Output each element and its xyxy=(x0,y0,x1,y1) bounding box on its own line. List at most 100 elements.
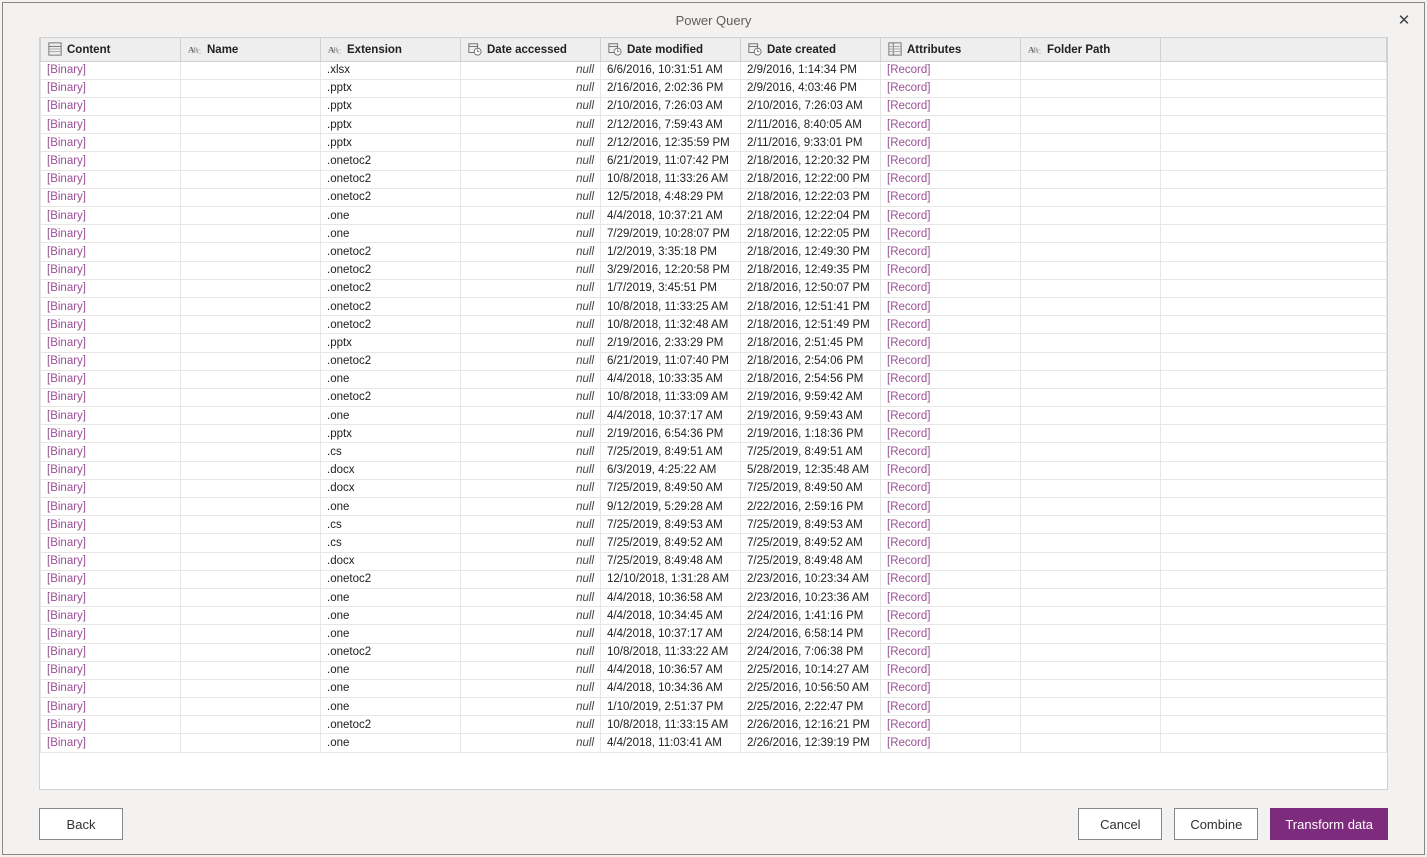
cell-content[interactable]: [Binary] xyxy=(41,116,181,134)
column-header-date_created[interactable]: Date created xyxy=(741,38,881,61)
cell-attributes[interactable]: [Record] xyxy=(881,316,1021,334)
table-row[interactable]: [Binary].pptxnull2/12/2016, 7:59:43 AM2/… xyxy=(41,116,1387,134)
cell-attributes[interactable]: [Record] xyxy=(881,570,1021,588)
cell-attributes[interactable]: [Record] xyxy=(881,170,1021,188)
cell-content[interactable]: [Binary] xyxy=(41,243,181,261)
cell-content[interactable]: [Binary] xyxy=(41,279,181,297)
table-row[interactable]: [Binary].onetoc2null12/10/2018, 1:31:28 … xyxy=(41,570,1387,588)
table-row[interactable]: [Binary].csnull7/25/2019, 8:49:51 AM7/25… xyxy=(41,443,1387,461)
table-row[interactable]: [Binary].onenull4/4/2018, 10:36:58 AM2/2… xyxy=(41,588,1387,606)
cell-attributes[interactable]: [Record] xyxy=(881,716,1021,734)
combine-button[interactable]: Combine xyxy=(1174,808,1258,840)
cell-attributes[interactable]: [Record] xyxy=(881,279,1021,297)
cell-attributes[interactable]: [Record] xyxy=(881,461,1021,479)
cell-attributes[interactable]: [Record] xyxy=(881,207,1021,225)
table-row[interactable]: [Binary].pptxnull2/19/2016, 6:54:36 PM2/… xyxy=(41,425,1387,443)
table-row[interactable]: [Binary].onetoc2null12/5/2018, 4:48:29 P… xyxy=(41,188,1387,206)
table-row[interactable]: [Binary].onenull4/4/2018, 10:37:17 AM2/1… xyxy=(41,407,1387,425)
cell-content[interactable]: [Binary] xyxy=(41,134,181,152)
table-row[interactable]: [Binary].pptxnull2/10/2016, 7:26:03 AM2/… xyxy=(41,97,1387,115)
cell-attributes[interactable]: [Record] xyxy=(881,134,1021,152)
cell-attributes[interactable]: [Record] xyxy=(881,152,1021,170)
cell-content[interactable]: [Binary] xyxy=(41,425,181,443)
table-row[interactable]: [Binary].onetoc2null6/21/2019, 11:07:42 … xyxy=(41,152,1387,170)
cell-attributes[interactable]: [Record] xyxy=(881,734,1021,752)
table-row[interactable]: [Binary].onetoc2null10/8/2018, 11:33:26 … xyxy=(41,170,1387,188)
cell-content[interactable]: [Binary] xyxy=(41,152,181,170)
table-row[interactable]: [Binary].onetoc2null3/29/2016, 12:20:58 … xyxy=(41,261,1387,279)
table-row[interactable]: [Binary].pptxnull2/19/2016, 2:33:29 PM2/… xyxy=(41,334,1387,352)
table-row[interactable]: [Binary].onetoc2null10/8/2018, 11:33:22 … xyxy=(41,643,1387,661)
cell-attributes[interactable]: [Record] xyxy=(881,79,1021,97)
column-header-name[interactable]: ABCName xyxy=(181,38,321,61)
cell-attributes[interactable]: [Record] xyxy=(881,61,1021,79)
table-row[interactable]: [Binary].onetoc2null10/8/2018, 11:33:09 … xyxy=(41,388,1387,406)
cell-content[interactable]: [Binary] xyxy=(41,734,181,752)
cell-content[interactable]: [Binary] xyxy=(41,388,181,406)
cell-attributes[interactable]: [Record] xyxy=(881,498,1021,516)
cell-content[interactable]: [Binary] xyxy=(41,170,181,188)
table-row[interactable]: [Binary].onetoc2null10/8/2018, 11:33:15 … xyxy=(41,716,1387,734)
cell-attributes[interactable]: [Record] xyxy=(881,407,1021,425)
column-header-date_accessed[interactable]: Date accessed xyxy=(461,38,601,61)
cell-content[interactable]: [Binary] xyxy=(41,516,181,534)
back-button[interactable]: Back xyxy=(39,808,123,840)
table-row[interactable]: [Binary].onenull9/12/2019, 5:29:28 AM2/2… xyxy=(41,498,1387,516)
cell-content[interactable]: [Binary] xyxy=(41,607,181,625)
cell-content[interactable]: [Binary] xyxy=(41,716,181,734)
cell-attributes[interactable]: [Record] xyxy=(881,479,1021,497)
table-row[interactable]: [Binary].docxnull7/25/2019, 8:49:48 AM7/… xyxy=(41,552,1387,570)
table-row[interactable]: [Binary].onenull4/4/2018, 10:37:17 AM2/2… xyxy=(41,625,1387,643)
table-row[interactable]: [Binary].onenull4/4/2018, 10:34:45 AM2/2… xyxy=(41,607,1387,625)
column-header-extension[interactable]: ABCExtension xyxy=(321,38,461,61)
column-header-date_modified[interactable]: Date modified xyxy=(601,38,741,61)
cell-attributes[interactable]: [Record] xyxy=(881,225,1021,243)
table-row[interactable]: [Binary].onenull4/4/2018, 11:03:41 AM2/2… xyxy=(41,734,1387,752)
table-row[interactable]: [Binary].onenull4/4/2018, 10:37:21 AM2/1… xyxy=(41,207,1387,225)
cell-attributes[interactable]: [Record] xyxy=(881,643,1021,661)
cell-content[interactable]: [Binary] xyxy=(41,334,181,352)
cell-attributes[interactable]: [Record] xyxy=(881,607,1021,625)
cell-attributes[interactable]: [Record] xyxy=(881,443,1021,461)
column-header-attributes[interactable]: Attributes xyxy=(881,38,1021,61)
cell-attributes[interactable]: [Record] xyxy=(881,243,1021,261)
cell-content[interactable]: [Binary] xyxy=(41,443,181,461)
cell-content[interactable]: [Binary] xyxy=(41,188,181,206)
table-row[interactable]: [Binary].csnull7/25/2019, 8:49:52 AM7/25… xyxy=(41,534,1387,552)
cell-attributes[interactable]: [Record] xyxy=(881,334,1021,352)
cell-attributes[interactable]: [Record] xyxy=(881,188,1021,206)
cell-content[interactable]: [Binary] xyxy=(41,498,181,516)
cancel-button[interactable]: Cancel xyxy=(1078,808,1162,840)
cell-content[interactable]: [Binary] xyxy=(41,679,181,697)
table-row[interactable]: [Binary].onetoc2null1/2/2019, 3:35:18 PM… xyxy=(41,243,1387,261)
cell-content[interactable]: [Binary] xyxy=(41,316,181,334)
table-row[interactable]: [Binary].onenull1/10/2019, 2:51:37 PM2/2… xyxy=(41,698,1387,716)
cell-attributes[interactable]: [Record] xyxy=(881,97,1021,115)
cell-content[interactable]: [Binary] xyxy=(41,552,181,570)
column-header-folder_path[interactable]: ABCFolder Path xyxy=(1021,38,1161,61)
cell-content[interactable]: [Binary] xyxy=(41,698,181,716)
cell-attributes[interactable]: [Record] xyxy=(881,297,1021,315)
cell-attributes[interactable]: [Record] xyxy=(881,552,1021,570)
table-row[interactable]: [Binary].onetoc2null1/7/2019, 3:45:51 PM… xyxy=(41,279,1387,297)
table-row[interactable]: [Binary].docxnull6/3/2019, 4:25:22 AM5/2… xyxy=(41,461,1387,479)
cell-attributes[interactable]: [Record] xyxy=(881,661,1021,679)
cell-content[interactable]: [Binary] xyxy=(41,643,181,661)
cell-content[interactable]: [Binary] xyxy=(41,588,181,606)
cell-attributes[interactable]: [Record] xyxy=(881,698,1021,716)
table-row[interactable]: [Binary].onenull7/29/2019, 10:28:07 PM2/… xyxy=(41,225,1387,243)
cell-content[interactable]: [Binary] xyxy=(41,370,181,388)
table-row[interactable]: [Binary].csnull7/25/2019, 8:49:53 AM7/25… xyxy=(41,516,1387,534)
cell-content[interactable]: [Binary] xyxy=(41,261,181,279)
table-row[interactable]: [Binary].pptxnull2/16/2016, 2:02:36 PM2/… xyxy=(41,79,1387,97)
cell-content[interactable]: [Binary] xyxy=(41,625,181,643)
cell-attributes[interactable]: [Record] xyxy=(881,534,1021,552)
table-row[interactable]: [Binary].onetoc2null6/21/2019, 11:07:40 … xyxy=(41,352,1387,370)
cell-content[interactable]: [Binary] xyxy=(41,207,181,225)
cell-attributes[interactable]: [Record] xyxy=(881,116,1021,134)
cell-content[interactable]: [Binary] xyxy=(41,479,181,497)
cell-attributes[interactable]: [Record] xyxy=(881,261,1021,279)
cell-content[interactable]: [Binary] xyxy=(41,352,181,370)
table-row[interactable]: [Binary].docxnull7/25/2019, 8:49:50 AM7/… xyxy=(41,479,1387,497)
close-button[interactable]: ✕ xyxy=(1390,7,1418,33)
